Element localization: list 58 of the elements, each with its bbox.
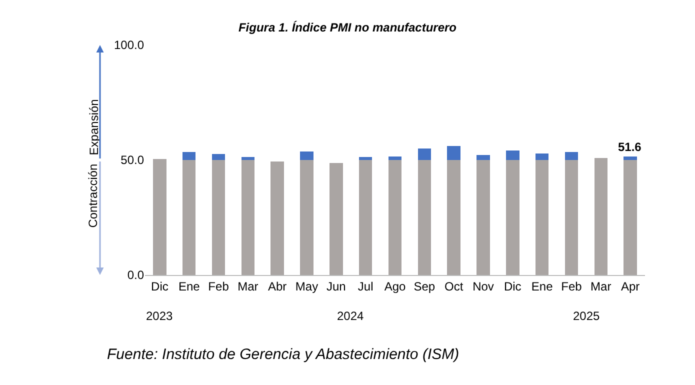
bar [535, 154, 549, 160]
x-tick-label: Nov [472, 279, 494, 294]
text: Expansión [86, 99, 101, 156]
bar [418, 148, 432, 160]
chart-title: Figura 1. Índice PMI no manufacturero [238, 20, 457, 34]
bar [564, 160, 578, 275]
bar [476, 155, 490, 160]
x-tick-label: Mar [590, 279, 612, 294]
x-tick-label: Sep [414, 279, 436, 294]
bar [506, 150, 520, 160]
bar [388, 156, 402, 160]
bar [212, 160, 226, 275]
x-tick-label: Apr [620, 279, 640, 294]
x-tick-label: Dic [151, 279, 168, 294]
x-tick-label: Jul [358, 279, 374, 294]
text: 2025 [573, 309, 600, 323]
x-tick-label: Ago [384, 279, 406, 294]
bar [594, 158, 608, 275]
x-tick-label: May [295, 279, 318, 294]
bar [300, 151, 314, 160]
bar [241, 160, 255, 275]
bar [212, 154, 226, 160]
bar [535, 160, 549, 275]
bar [182, 152, 196, 160]
x-tick-label: Abr [268, 279, 287, 294]
text: 2024 [337, 309, 364, 323]
x-tick-label: Dic [504, 279, 522, 294]
bar [300, 160, 314, 275]
total-label: 51.6 [618, 140, 642, 154]
bar [153, 158, 166, 275]
bar [564, 152, 578, 160]
x-tick-label: Ene [178, 279, 200, 294]
bar [358, 156, 372, 160]
text: 2023 [146, 309, 174, 323]
y-tick-label: 50.0 [120, 153, 144, 168]
bar [624, 160, 637, 275]
bar [241, 156, 255, 160]
bar [447, 160, 460, 275]
x-tick-label: Jun [326, 279, 346, 294]
x-tick-label: Feb [561, 279, 582, 294]
bar [388, 160, 402, 275]
bar [418, 160, 432, 275]
x-tick-label: Oct [444, 279, 464, 294]
source-note: Fuente: Instituto de Gerencia y Abastecimiento (ISM) [107, 346, 460, 363]
x-tick-label: Mar [238, 279, 258, 294]
bar [624, 156, 637, 160]
bar [182, 160, 196, 275]
bar [476, 160, 490, 275]
y-tick-label: 100.0 [114, 38, 144, 52]
bar [330, 162, 343, 275]
bar [447, 146, 460, 160]
y-tick-label: 0.0 [127, 268, 144, 282]
x-tick-label: Feb [208, 279, 230, 294]
bar [270, 161, 284, 275]
x-tick-label: Ene [531, 279, 554, 294]
bar [506, 160, 520, 275]
text: Contracción [86, 164, 100, 228]
bar [358, 160, 372, 275]
